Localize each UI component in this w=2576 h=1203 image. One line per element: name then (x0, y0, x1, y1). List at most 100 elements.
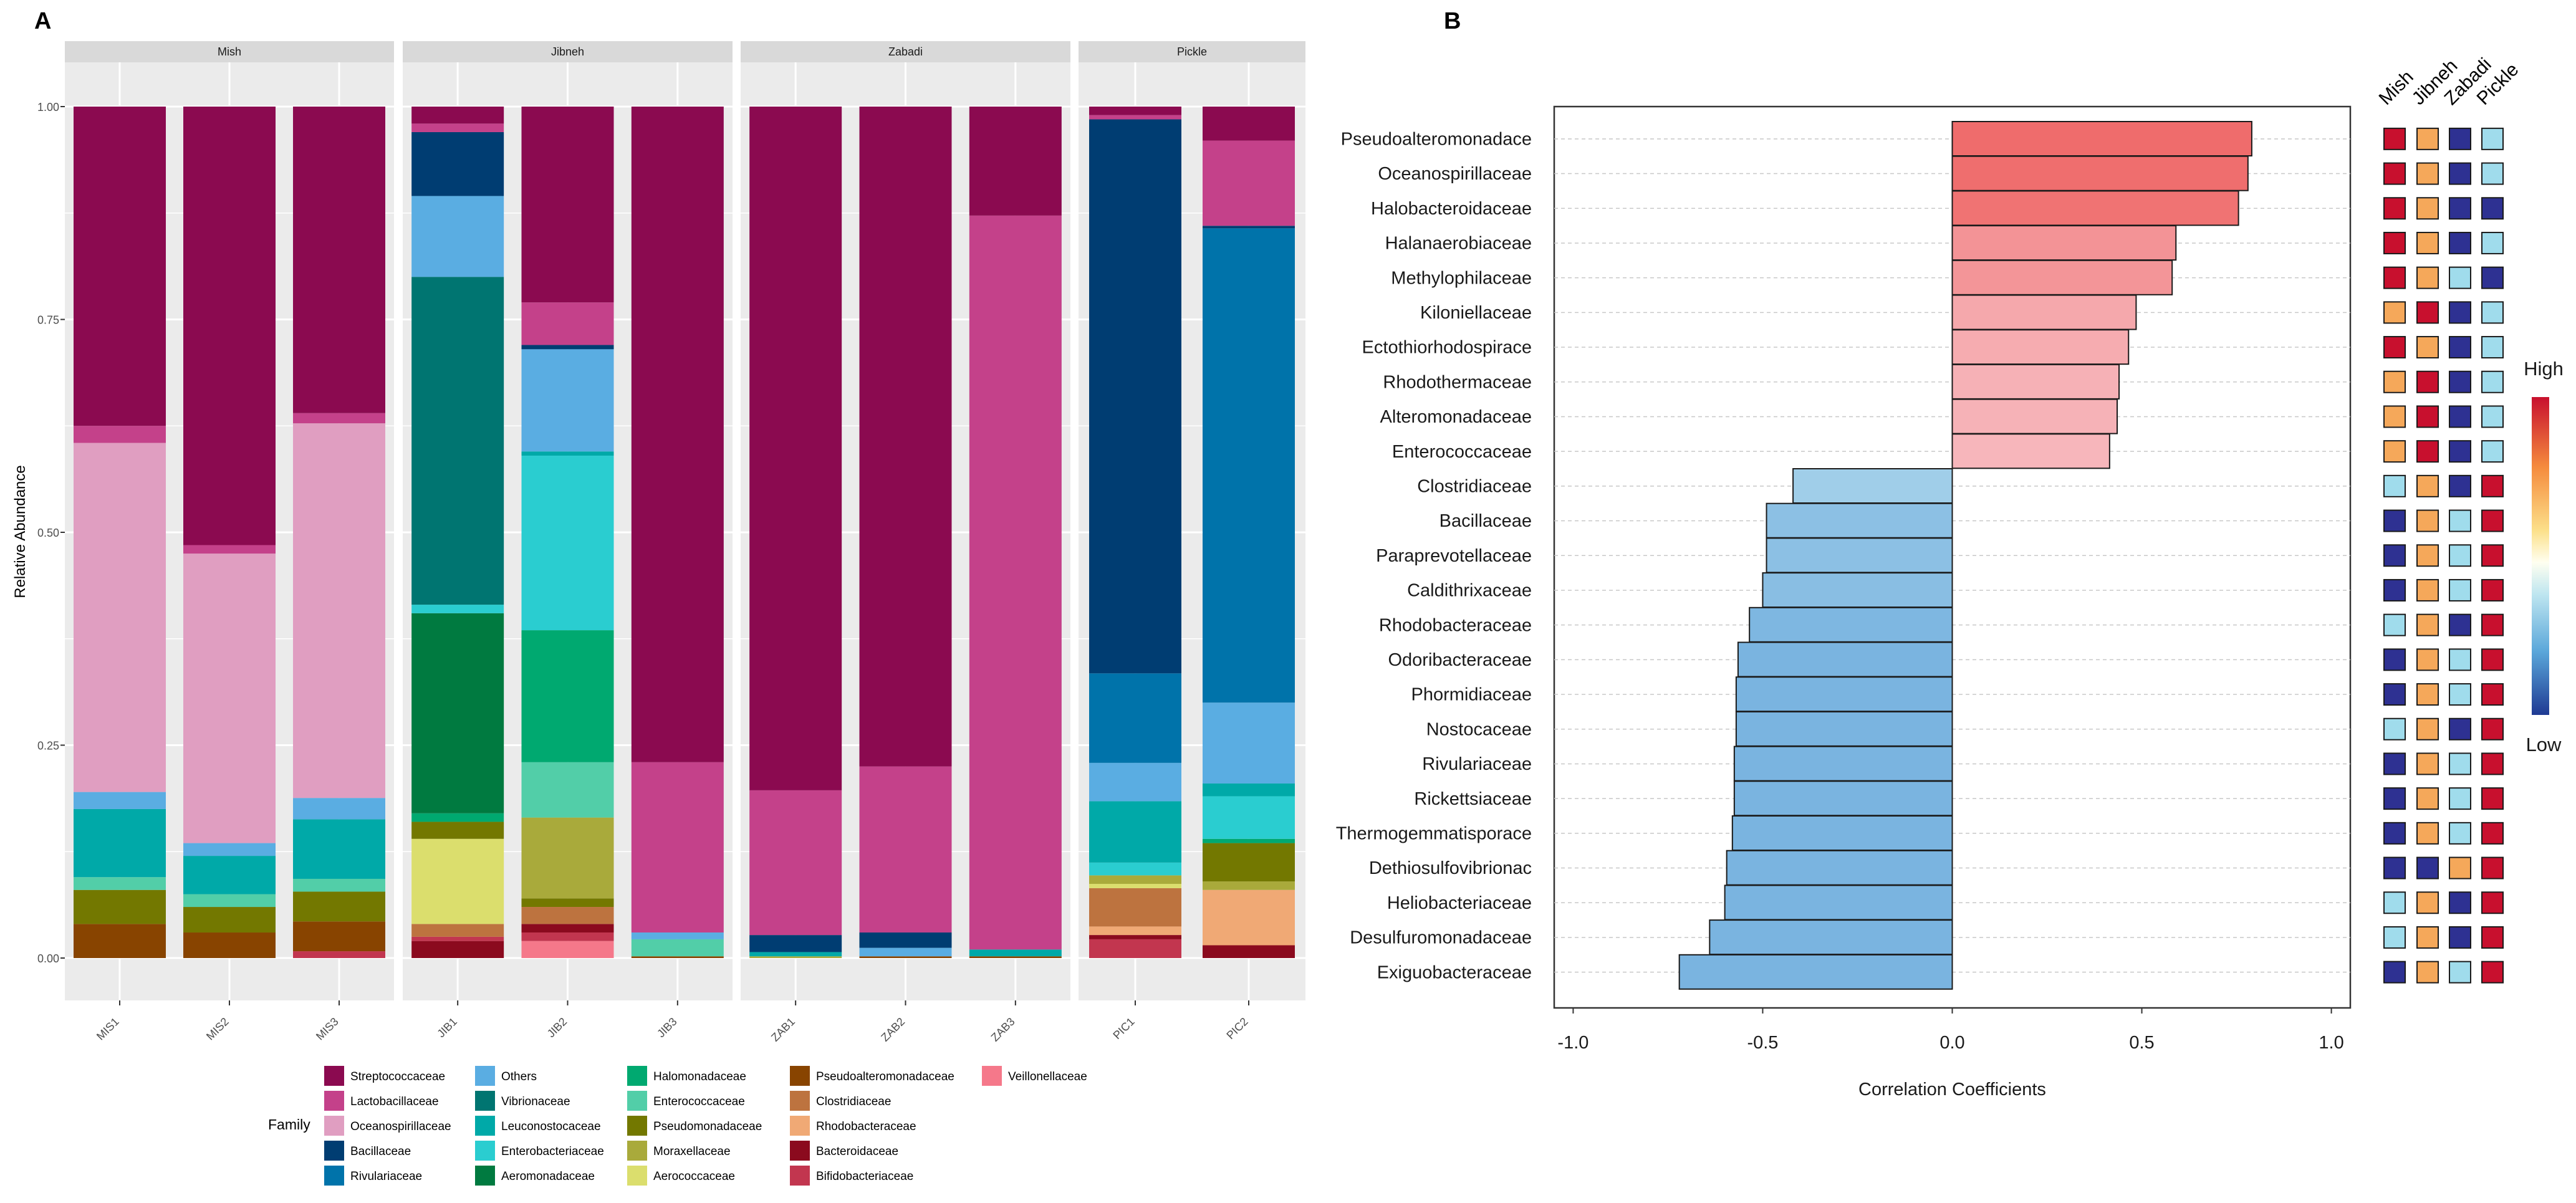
facet-label-jibneh: Jibneh (551, 46, 584, 58)
x-tick-label-zab3: ZAB3 (989, 1015, 1017, 1044)
heatmap-cell-alteromonadaceae-pickle (2481, 405, 2504, 428)
y-tick-label-thermogemmatisporace: Thermogemmatisporace (1336, 824, 1532, 844)
heatmap-cell-methylophilaceae-zabadi (2449, 266, 2471, 289)
heatmap-cell-phormidiaceae-zabadi (2449, 683, 2471, 706)
y-tick-label-paraprevotellaceae: Paraprevotellaceae (1376, 546, 1532, 566)
bar-segment-jib1-vibrionaceae (411, 277, 504, 605)
panel-a-label: A (34, 8, 51, 34)
heatmap-cell-odoribacteraceae-zabadi (2449, 648, 2471, 671)
bar-segment-jib3-pseudoalteromonadaceae (631, 956, 724, 958)
heatmap-cell-paraprevotellaceae-pickle (2481, 544, 2504, 567)
bar-segment-pic1-clostridiaceae (1089, 888, 1181, 927)
heatmap-cell-pseudoalteromonadace-mish (2383, 127, 2406, 150)
bar-segment-mis1-others (74, 792, 166, 809)
bar-segment-jib2-moraxellaceae (521, 817, 614, 899)
heatmap-cell-oceanospirillaceae-mish (2383, 162, 2406, 185)
heatmap-cell-rickettsiaceae-pickle (2481, 787, 2504, 810)
heatmap-cell-oceanospirillaceae-jibneh (2416, 162, 2439, 185)
panel-a-legend: Family Streptococcaceae Lactobacillaceae Oc… (268, 1066, 1087, 1186)
bar-segment-mis3-enterococcaceae (293, 878, 385, 892)
x-tick-label-jib1: JIB1 (435, 1015, 459, 1040)
heatmap-cell-halanaerobiaceae-mish (2383, 231, 2406, 254)
heatmap-cell-clostridiaceae-zabadi (2449, 474, 2471, 497)
bar-kiloniellaceae (1951, 294, 2137, 330)
heatmap-cell-clostridiaceae-jibneh (2416, 474, 2439, 497)
y-tick-label-rivulariaceae: Rivulariaceae (1422, 754, 1532, 774)
bar-segment-zab1-moraxellaceae (749, 956, 842, 958)
y-tick-label-phormidiaceae: Phormidiaceae (1411, 685, 1532, 705)
bar-segment-zab2-bacillaceae (859, 932, 952, 948)
heatmap-cell-odoribacteraceae-pickle (2481, 648, 2504, 671)
bar-segment-zab3-lactobacillaceae (969, 215, 1062, 950)
heatmap-cell-rivulariaceae-zabadi (2449, 752, 2471, 775)
heatmap-cell-heliobacteriaceae-jibneh (2416, 891, 2439, 914)
bar-segment-mis1-streptococcaceae (74, 107, 166, 426)
bar-segment-mis3-others (293, 798, 385, 820)
bar-dethiosulfovibrionac (1726, 850, 1953, 886)
heatmap-cell-ectothiorhodospirace-pickle (2481, 336, 2504, 359)
heatmap-cell-enterococcaceae-pickle (2481, 440, 2504, 463)
y-tick-label-pseudoalteromonadace: Pseudoalteromonadace (1341, 130, 1532, 150)
bar-segment-pic2-rivulariaceae (1203, 228, 1295, 703)
bar-segment-jib2-leuconostocaceae (521, 451, 614, 456)
heatmap-cell-exiguobacteraceae-pickle (2481, 961, 2504, 984)
bar-segment-mis1-enterococcaceae (74, 877, 166, 890)
facet-strip-zabadi (741, 41, 1070, 62)
heatmap-cell-methylophilaceae-jibneh (2416, 266, 2439, 289)
heatmap-cell-heliobacteriaceae-zabadi (2449, 891, 2471, 914)
heatmap-cell-thermogemmatisporace-zabadi (2449, 822, 2471, 845)
legend-label-aeromonadaceae: Aeromonadaceae (501, 1170, 595, 1183)
legend-swatch-rhodobacteraceae (790, 1116, 810, 1136)
x-tick-label-mis1: MIS1 (94, 1015, 122, 1043)
legend-swatch-enterobacteriaceae (475, 1141, 495, 1161)
legend-swatch-veillonellaceae (982, 1066, 1002, 1086)
bar-caldithrixaceae (1762, 572, 1953, 608)
heatmap-cell-desulfuromonadaceae-zabadi (2449, 926, 2471, 949)
bar-methylophilaceae (1951, 259, 2173, 295)
bar-segment-jib2-others (521, 349, 614, 452)
x-tick-label-mis3: MIS3 (314, 1015, 341, 1043)
bar-alteromonadaceae (1951, 398, 2118, 434)
y-tick-label-halanaerobiaceae: Halanaerobiaceae (1385, 234, 1532, 254)
heatmap-cell-halobacteroidaceae-mish (2383, 197, 2406, 220)
bar-segment-mis1-lactobacillaceae (74, 426, 166, 443)
y-tick-label-enterococcaceae: Enterococcaceae (1392, 442, 1532, 462)
x-tick-label-pic1: PIC1 (1110, 1015, 1137, 1042)
heatmap-cell-odoribacteraceae-mish (2383, 648, 2406, 671)
bar-enterococcaceae (1951, 433, 2110, 469)
y-tick-label-rhodothermaceae: Rhodothermaceae (1383, 372, 1532, 392)
bar-segment-mis2-enterococcaceae (183, 894, 276, 908)
y-tick-label-dethiosulfovibrionac: Dethiosulfovibrionac (1369, 858, 1532, 878)
heatmap-cell-nostocaceae-jibneh (2416, 717, 2439, 740)
legend-swatch-others (475, 1066, 495, 1086)
heatmap-cell-phormidiaceae-mish (2383, 683, 2406, 706)
y-tick-label-caldithrixaceae: Caldithrixaceae (1407, 581, 1532, 601)
legend-swatch-aerococcaceae (627, 1166, 647, 1186)
heatmap-cell-clostridiaceae-pickle (2481, 474, 2504, 497)
bar-segment-jib1-aeromonadaceae (411, 613, 504, 813)
heatmap-cell-rivulariaceae-jibneh (2416, 752, 2439, 775)
heatmap-cell-enterococcaceae-jibneh (2416, 440, 2439, 463)
heatmap-cell-dethiosulfovibrionac-mish (2383, 856, 2406, 879)
bar-segment-mis2-pseudomonadaceae (183, 907, 276, 933)
bar-segment-mis2-streptococcaceae (183, 107, 276, 545)
panel-a-stacked-bar-chart: Mish MIS1 MIS2 MIS3 Jibneh JIB1 JIB2 JIB3 Zabadi… (12, 41, 1305, 1044)
bar-segment-zab2-lactobacillaceae (859, 766, 952, 933)
heatmap-cell-rhodothermaceae-zabadi (2449, 370, 2471, 393)
bar-phormidiaceae (1735, 676, 1953, 712)
facet-strip-pickle (1079, 41, 1305, 62)
heatmap-cell-thermogemmatisporace-pickle (2481, 822, 2504, 845)
bar-rhodothermaceae (1951, 363, 2120, 400)
facet-strip-jibneh (403, 41, 733, 62)
heatmap-cell-heliobacteriaceae-pickle (2481, 891, 2504, 914)
heatmap-cell-alteromonadaceae-mish (2383, 405, 2406, 428)
x-tick-label: 0.5 (2129, 1033, 2154, 1053)
x-axis-title: Correlation Coefficients (1858, 1080, 2046, 1100)
bar-segment-pic1-others (1089, 762, 1181, 802)
bar-segment-mis3-oceanospirillaceae (293, 423, 385, 798)
y-tick-label-clostridiaceae: Clostridiaceae (1417, 477, 1532, 497)
heatmap-cell-kiloniellaceae-jibneh (2416, 301, 2439, 324)
x-tick-label-pic2: PIC2 (1224, 1015, 1250, 1042)
